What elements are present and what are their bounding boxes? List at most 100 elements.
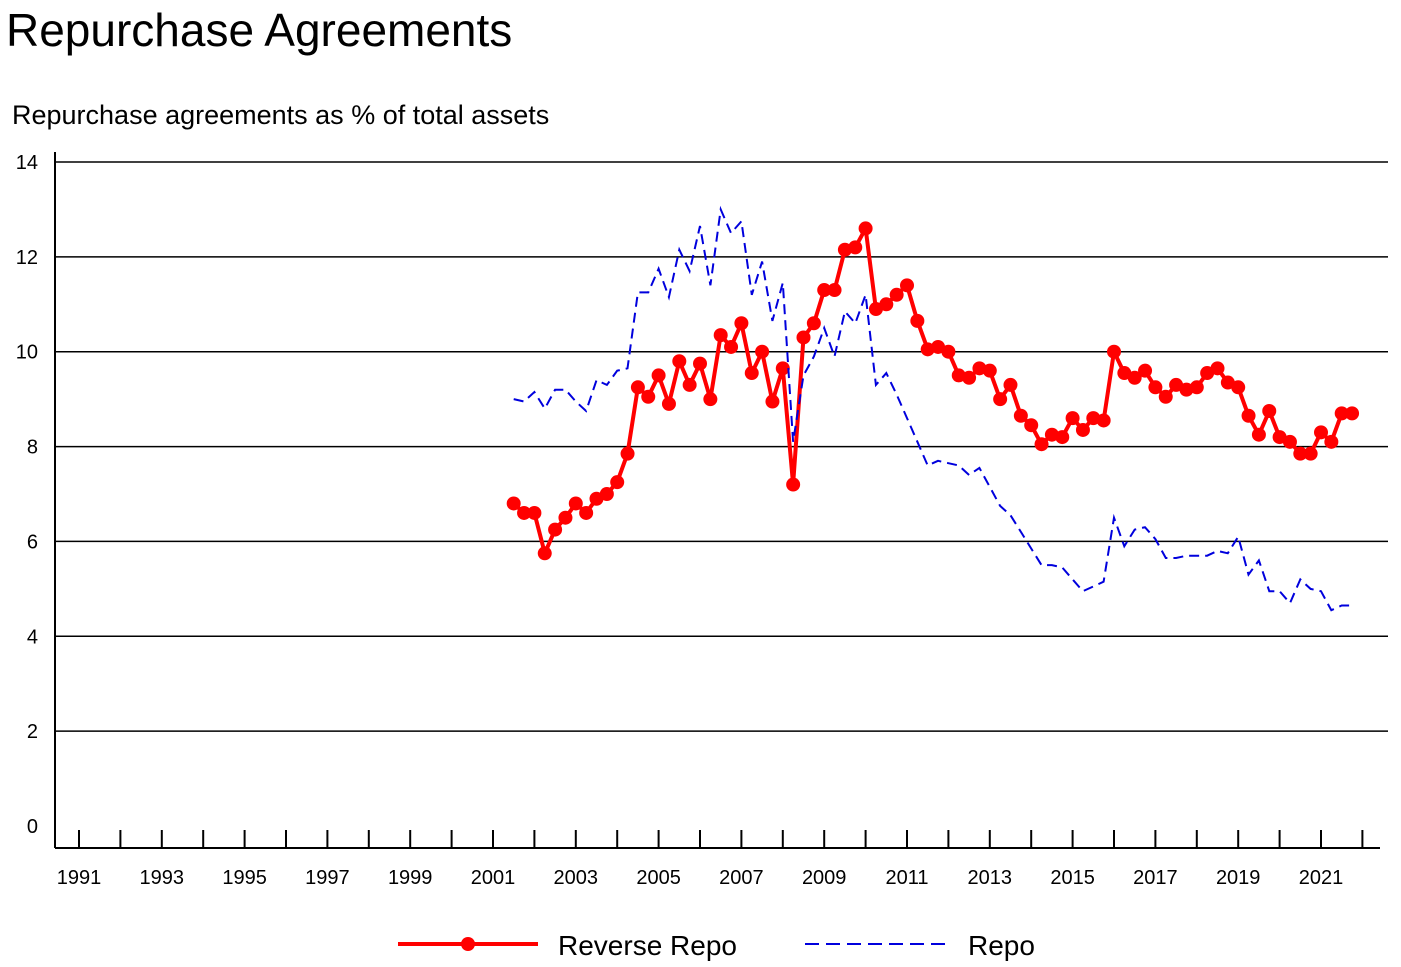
data-point: [1262, 404, 1277, 418]
y-tick-label: 0: [27, 816, 38, 838]
legend: Reverse Repo Repo: [398, 930, 1035, 961]
data-point: [713, 328, 728, 343]
data-point: [889, 287, 904, 302]
data-point: [527, 505, 542, 520]
data-point: [848, 240, 863, 255]
data-point: [982, 363, 997, 378]
x-tick-label: 2021: [1299, 867, 1344, 889]
data-point: [558, 510, 573, 525]
data-point: [1334, 406, 1349, 421]
data-point: [641, 389, 656, 404]
x-tick-label: 2019: [1216, 867, 1261, 889]
data-point: [1003, 377, 1018, 392]
data-point: [993, 392, 1008, 407]
data-point: [817, 283, 832, 298]
data-point: [517, 505, 532, 520]
x-tick-label: 1997: [305, 867, 350, 889]
data-point: [910, 313, 925, 328]
x-tick-label: 2007: [719, 867, 764, 889]
data-point: [962, 370, 977, 385]
x-tick-label: 1993: [140, 867, 185, 889]
x-tick-label: 2013: [968, 867, 1013, 889]
x-tick-label: 2009: [802, 867, 847, 889]
y-tick-label: 6: [27, 531, 38, 553]
grid-lines: [55, 161, 1388, 732]
x-tick-label: 1995: [222, 867, 267, 889]
data-point: [1314, 425, 1328, 440]
data-point: [651, 368, 666, 383]
data-point: [1127, 370, 1142, 385]
series-line-repo: [513, 205, 1352, 612]
y-tick-label: 2: [27, 721, 38, 743]
x-tick-label: 1999: [388, 867, 433, 889]
data-point: [599, 487, 614, 501]
series-reverse-repo: [506, 221, 1360, 561]
y-tick-label: 14: [16, 152, 38, 174]
data-point: [579, 505, 594, 520]
data-point: [1107, 344, 1121, 359]
data-point: [1251, 427, 1266, 442]
legend-label-repo: Repo: [968, 930, 1035, 961]
data-point: [537, 546, 552, 561]
y-tick-label: 12: [16, 247, 38, 269]
y-axis-title: Repurchase agreements as % of total asse…: [12, 100, 550, 130]
x-tick-label: 2017: [1133, 867, 1178, 889]
x-tick-label: 2015: [1050, 867, 1095, 889]
data-point: [806, 316, 821, 331]
chart-title: Repurchase Agreements: [6, 4, 513, 56]
data-point: [1158, 389, 1173, 404]
data-point: [724, 339, 739, 354]
axes: [54, 152, 1380, 849]
data-point: [1013, 408, 1028, 423]
data-point: [1303, 446, 1318, 461]
x-tick-labels: 1991 1993 1995 1997 1999 2001 2003 2005 2007 2009…: [57, 867, 1344, 889]
x-tick-label: 1991: [57, 867, 102, 889]
data-point: [1241, 408, 1256, 423]
data-point: [1282, 434, 1297, 449]
data-point: [858, 221, 873, 236]
data-point: [744, 366, 759, 381]
series-repo: [513, 205, 1352, 612]
data-point: [786, 477, 801, 492]
x-tick-label: 2001: [471, 867, 516, 889]
legend-marker-reverse-repo: [461, 937, 475, 951]
data-point: [775, 361, 790, 376]
data-point: [900, 278, 914, 293]
data-point: [827, 283, 842, 298]
data-point: [879, 297, 894, 312]
y-tick-label: 10: [16, 342, 38, 364]
data-point: [1189, 380, 1204, 395]
data-point: [755, 344, 770, 359]
legend-label-reverse-repo: Reverse Repo: [558, 930, 737, 961]
data-point: [1055, 430, 1070, 445]
data-point: [568, 496, 583, 511]
x-tick-label: 2011: [885, 867, 928, 889]
data-point: [1324, 434, 1339, 449]
data-point: [661, 396, 676, 411]
data-point: [1293, 446, 1308, 461]
data-point: [703, 392, 718, 407]
y-tick-label: 4: [27, 626, 38, 648]
data-point: [610, 475, 625, 490]
data-point: [672, 354, 687, 369]
data-point: [1138, 363, 1153, 378]
data-point: [506, 496, 521, 511]
data-point: [1148, 380, 1163, 395]
data-point: [1024, 418, 1039, 433]
y-tick-labels: 0 2 4 6 8 10 12 14: [16, 152, 38, 838]
x-tick-label: 2003: [554, 867, 599, 889]
data-point: [1345, 406, 1360, 421]
x-tick-label: 2005: [636, 867, 681, 889]
data-point: [1210, 361, 1225, 376]
data-point: [1065, 411, 1080, 426]
data-point: [1075, 422, 1090, 437]
data-point: [630, 380, 645, 395]
data-point: [620, 446, 635, 461]
x-tick-marks: [78, 830, 1364, 848]
data-point: [1231, 380, 1246, 395]
data-point: [734, 316, 749, 331]
data-point: [796, 330, 811, 345]
data-point: [1034, 437, 1049, 452]
data-point: [548, 522, 563, 537]
